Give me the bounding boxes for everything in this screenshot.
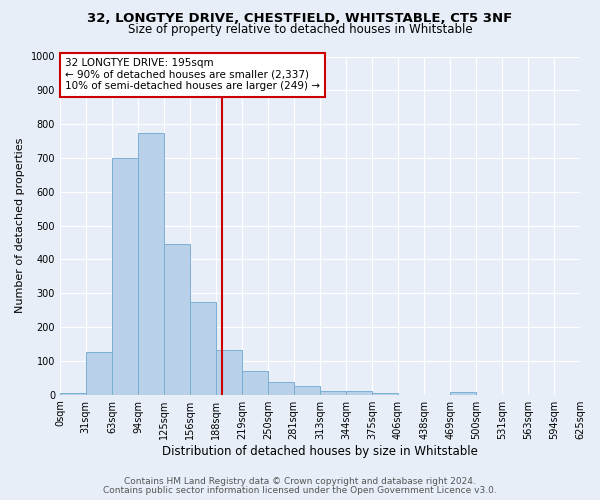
Bar	[60, 393, 86, 394]
Bar	[138, 132, 164, 394]
Bar	[450, 392, 476, 394]
Bar	[164, 244, 190, 394]
Bar	[86, 352, 112, 395]
Text: 32 LONGTYE DRIVE: 195sqm
← 90% of detached houses are smaller (2,337)
10% of sem: 32 LONGTYE DRIVE: 195sqm ← 90% of detach…	[65, 58, 320, 92]
Bar	[372, 393, 398, 394]
Text: Size of property relative to detached houses in Whitstable: Size of property relative to detached ho…	[128, 22, 472, 36]
Bar	[190, 302, 217, 394]
Bar	[320, 390, 346, 394]
Y-axis label: Number of detached properties: Number of detached properties	[15, 138, 25, 314]
Text: Contains HM Land Registry data © Crown copyright and database right 2024.: Contains HM Land Registry data © Crown c…	[124, 477, 476, 486]
Text: Contains public sector information licensed under the Open Government Licence v3: Contains public sector information licen…	[103, 486, 497, 495]
Bar	[294, 386, 320, 394]
Bar	[112, 158, 138, 394]
Text: 32, LONGTYE DRIVE, CHESTFIELD, WHITSTABLE, CT5 3NF: 32, LONGTYE DRIVE, CHESTFIELD, WHITSTABL…	[88, 12, 512, 26]
Bar	[242, 371, 268, 394]
Bar	[217, 350, 242, 395]
X-axis label: Distribution of detached houses by size in Whitstable: Distribution of detached houses by size …	[162, 444, 478, 458]
Bar	[268, 382, 294, 394]
Bar	[346, 392, 372, 394]
